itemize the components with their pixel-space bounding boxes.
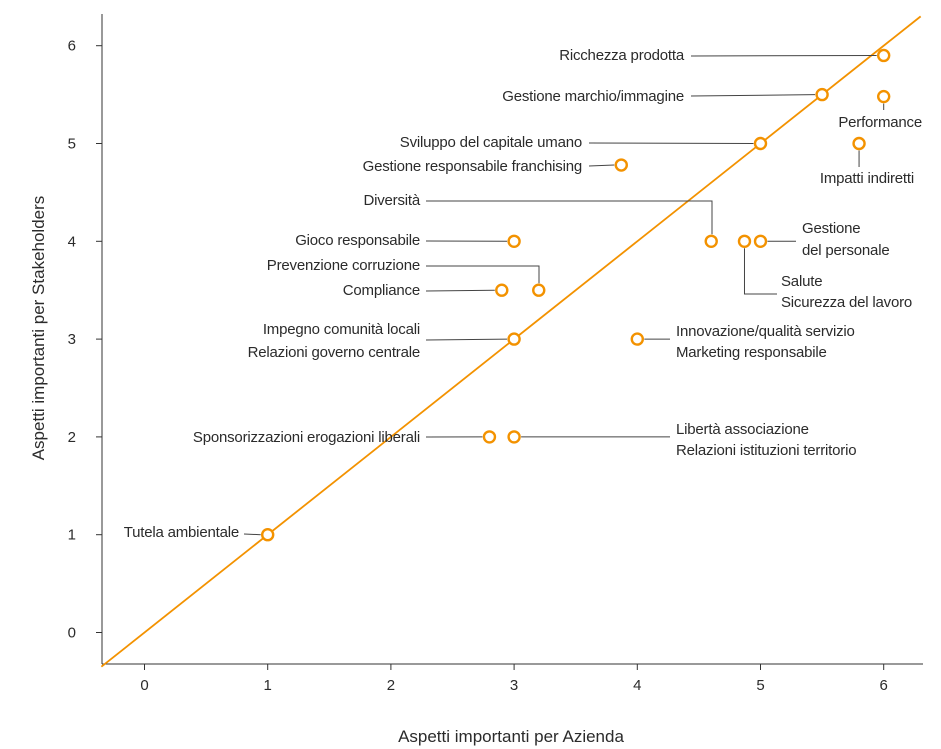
leader-line xyxy=(243,533,261,536)
point-label: Tutela ambientale xyxy=(124,524,239,541)
x-tick-label: 3 xyxy=(510,677,518,694)
y-tick-label: 5 xyxy=(68,136,76,153)
data-point xyxy=(507,430,521,444)
x-tick-label: 4 xyxy=(633,677,641,694)
leader-line xyxy=(425,338,508,341)
label-leaders xyxy=(243,54,885,536)
leader-line xyxy=(690,54,877,57)
point-label: Gestione responsabile franchising xyxy=(363,158,582,175)
point-label: Sponsorizzazioni erogazioni liberali xyxy=(193,429,420,446)
x-tick-label: 0 xyxy=(140,677,148,694)
data-point xyxy=(753,136,768,151)
x-axis-ticks: 0 1 2 3 4 5 6 xyxy=(140,664,888,694)
data-point xyxy=(704,234,718,249)
data-point xyxy=(877,48,891,63)
data-point xyxy=(815,87,829,102)
leader-line xyxy=(588,142,754,144)
leader-line xyxy=(425,289,495,292)
point-label: Prevenzione corruzione xyxy=(267,257,420,274)
leader-line xyxy=(426,200,713,235)
leader-line xyxy=(426,265,540,284)
x-tick-label: 2 xyxy=(387,677,395,694)
point-label: Ricchezza prodotta xyxy=(559,47,685,64)
x-tick-label: 6 xyxy=(880,677,888,694)
data-point xyxy=(630,332,644,346)
point-label: Sicurezza del lavoro xyxy=(781,294,912,311)
y-axis-ticks: 0 1 2 3 4 5 6 xyxy=(68,38,102,642)
leader-line xyxy=(588,164,615,167)
point-labels: Ricchezza prodotta Gestione marchio/immag… xyxy=(124,47,922,541)
point-label: Salute xyxy=(781,273,822,290)
point-label: Gioco responsabile xyxy=(295,232,420,249)
y-tick-label: 3 xyxy=(68,331,76,348)
data-point xyxy=(482,430,497,444)
x-tick-label: 1 xyxy=(264,677,272,694)
data-point xyxy=(532,283,546,297)
data-points xyxy=(261,48,891,542)
x-tick-label: 5 xyxy=(756,677,764,694)
point-label: Sviluppo del capitale umano xyxy=(400,134,582,151)
leader-line xyxy=(690,94,816,97)
point-label: Libertà associazione xyxy=(676,421,809,438)
y-axis-title: Aspetti importanti per Stakeholders xyxy=(29,196,48,461)
data-point xyxy=(753,234,768,249)
x-axis-title: Aspetti importanti per Azienda xyxy=(398,727,624,746)
point-label: Compliance xyxy=(343,282,420,299)
data-point xyxy=(877,89,891,104)
point-label: Innovazione/qualità servizio xyxy=(676,323,855,340)
point-label: Gestione xyxy=(802,220,860,237)
data-point xyxy=(852,136,866,151)
data-point xyxy=(507,332,521,346)
point-label: Gestione marchio/immagine xyxy=(502,88,684,105)
point-label: Performance xyxy=(838,114,922,131)
y-tick-label: 4 xyxy=(68,233,76,250)
data-point xyxy=(261,528,275,542)
point-label: Marketing responsabile xyxy=(676,344,827,361)
y-tick-label: 2 xyxy=(68,429,76,446)
point-label: Impegno comunità locali xyxy=(263,321,420,338)
data-point xyxy=(495,283,509,297)
point-label: Impatti indiretti xyxy=(820,170,914,187)
data-point xyxy=(737,234,752,249)
point-label: del personale xyxy=(802,242,889,259)
data-point xyxy=(614,158,628,172)
y-tick-label: 1 xyxy=(68,527,76,544)
leader-line xyxy=(743,248,777,295)
point-label: Relazioni istituzioni territorio xyxy=(676,442,856,459)
point-label: Relazioni governo centrale xyxy=(248,344,420,361)
y-tick-label: 6 xyxy=(68,38,76,55)
data-point xyxy=(507,234,521,249)
y-tick-label: 0 xyxy=(68,625,76,642)
point-label: Diversità xyxy=(363,192,420,209)
